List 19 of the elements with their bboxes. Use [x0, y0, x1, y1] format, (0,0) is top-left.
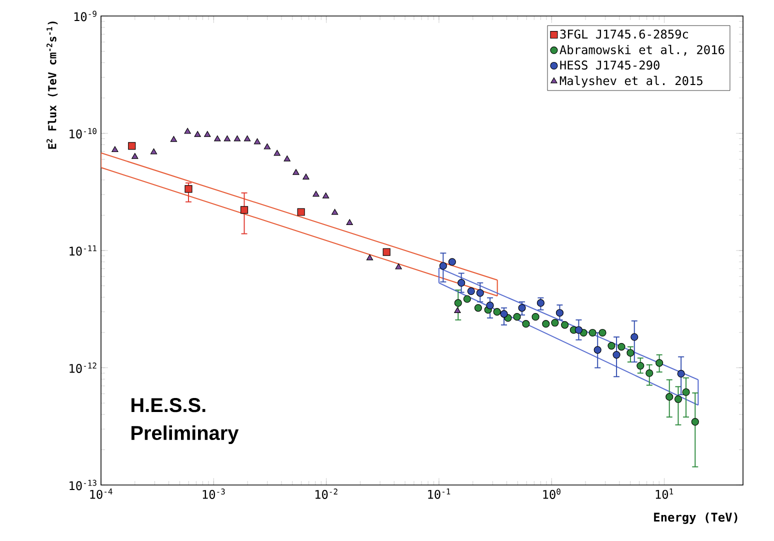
- y-tick-label: 10$^{-11}$: [70, 245, 96, 256]
- x-axis-title: Energy (TeV): [654, 512, 738, 524]
- y-tick-label: 10$^{-12}$: [70, 362, 96, 373]
- x-tick-label: 10$^{-4}$: [90, 488, 112, 499]
- legend-label: 3FGL J1745.6-2859c: [560, 30, 688, 39]
- y-axis-title: E$^{2}$ Flux (TeV cm$^{-2}$s$^{-1}$): [46, 22, 58, 149]
- x-tick-label: 10$^{-1}$: [428, 488, 450, 499]
- x-tick-label: 10$^{0}$: [543, 488, 560, 499]
- legend-label: Abramowski et al., 2016: [560, 44, 724, 56]
- annotation: H.E.S.S.: [132, 398, 206, 412]
- y-tick-label: 10$^{-10}$: [70, 128, 96, 138]
- x-tick-label: 10$^{-2}$: [315, 488, 338, 499]
- y-tick-label: 10$^{-9}$: [74, 10, 96, 22]
- legend-label: Malyshev et al. 2015: [560, 76, 702, 88]
- legend-label: HESS J1745-290: [560, 60, 660, 70]
- x-tick-label: 10$^{-3}$: [202, 488, 225, 499]
- annotation: Preliminary: [132, 425, 239, 444]
- y-tick-label: 10$^{-13}$: [70, 480, 96, 490]
- x-tick-label: 10$^{1}$: [656, 488, 674, 499]
